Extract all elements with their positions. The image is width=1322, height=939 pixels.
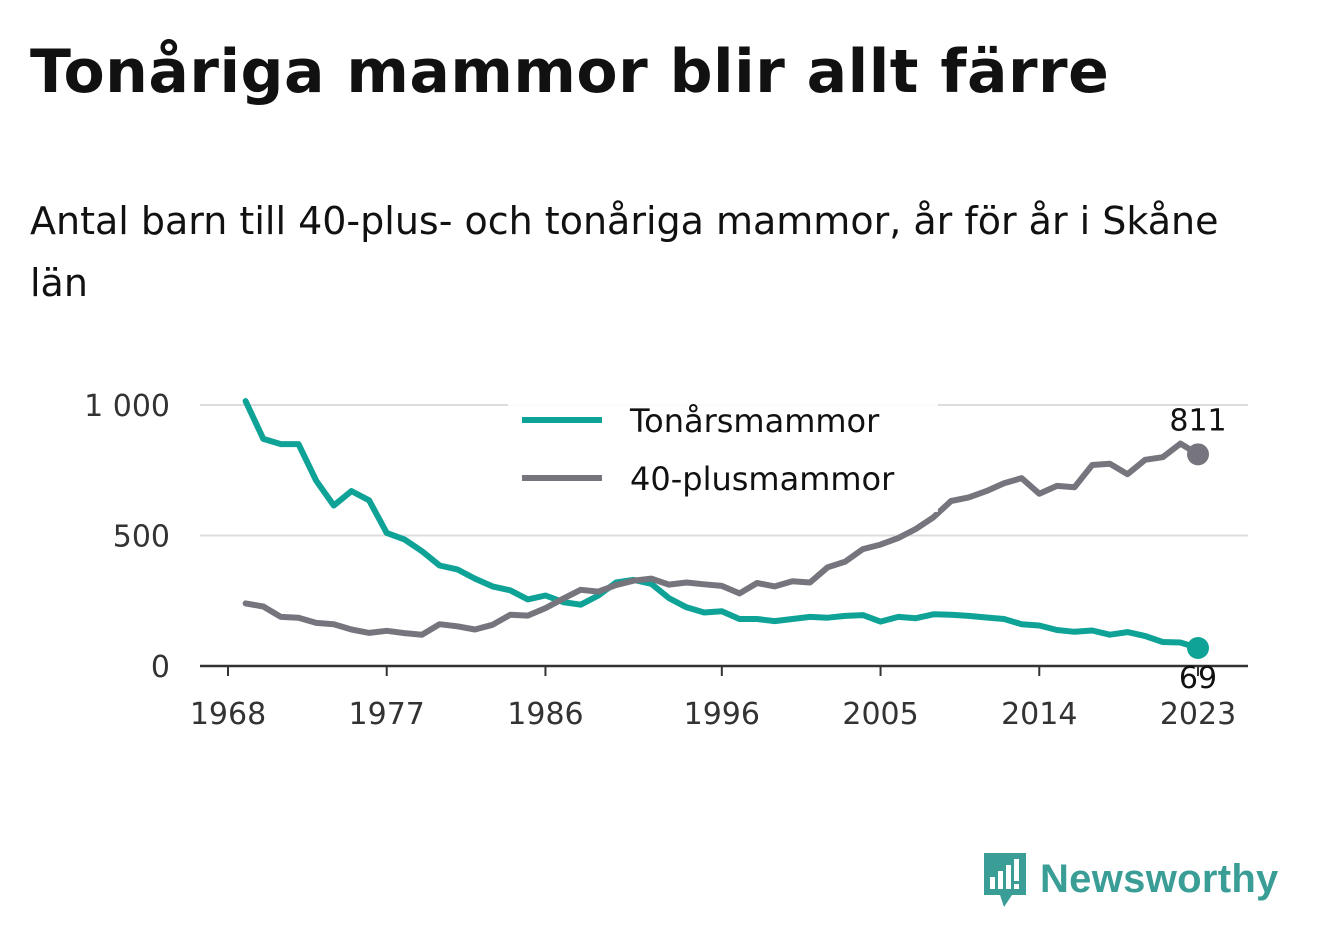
- legend: Tonårsmammor 40-plusmammor: [508, 392, 938, 512]
- x-tick-label: 1968: [190, 697, 266, 732]
- series-line-tonarsmammor: [242, 398, 1201, 651]
- y-tick-label: 500: [113, 520, 170, 555]
- chart-subtitle: Antal barn till 40-plus- och tonåriga ma…: [30, 199, 1219, 305]
- x-tick-label: 1986: [507, 697, 583, 732]
- x-tick-label: 2023: [1160, 697, 1236, 732]
- end-value-label: 69: [1179, 661, 1217, 696]
- legend-label: 40-plusmammor: [630, 460, 895, 498]
- x-tick-label: 2014: [1001, 697, 1077, 732]
- end-value-label: 811: [1169, 403, 1226, 438]
- y-axis: 0 500 1 000: [84, 389, 170, 685]
- end-point-marker: [1187, 443, 1209, 466]
- brand-name: Newsworthy: [1040, 856, 1279, 901]
- x-axis: 1968 1977 1986 1996 2005 2014 2023: [190, 664, 1248, 732]
- end-point-marker: [1187, 636, 1209, 659]
- y-tick-label: 0: [151, 650, 170, 685]
- end-labels: 69 811: [1169, 403, 1226, 696]
- newsworthy-logo-icon: [984, 853, 1026, 907]
- x-tick-label: 1977: [349, 697, 425, 732]
- chart-title: Tonåriga mammor blir allt färre: [30, 37, 1110, 107]
- newsworthy-brand: Newsworthy: [980, 846, 1279, 912]
- y-tick-label: 1 000: [84, 389, 170, 424]
- legend-label: Tonårsmammor: [629, 402, 880, 440]
- series-line-40-plusmammor: [242, 440, 1201, 638]
- series-lines: [242, 398, 1201, 651]
- x-tick-label: 2005: [842, 697, 918, 732]
- x-tick-label: 1996: [684, 697, 760, 732]
- legend-background: [508, 392, 938, 512]
